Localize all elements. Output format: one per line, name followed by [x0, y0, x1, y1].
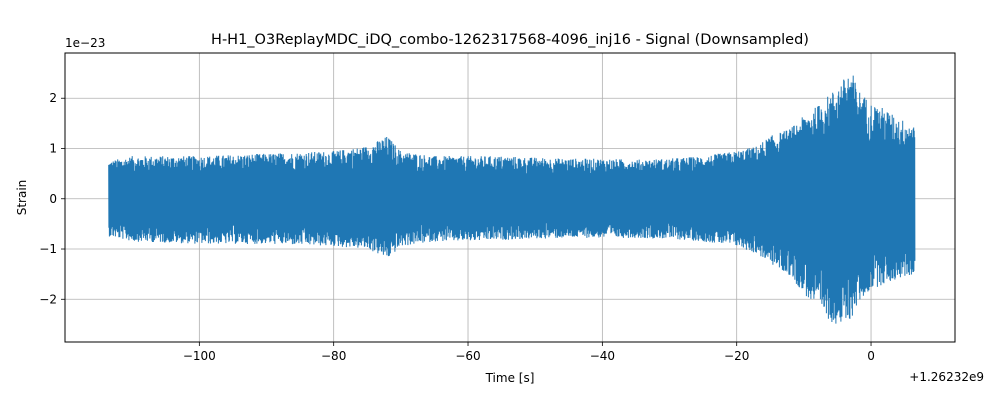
chart-title: H-H1_O3ReplayMDC_iDQ_combo-1262317568-40… [211, 32, 809, 48]
x-axis-ticks: −100 −80 −60 −40 −20 0 [183, 342, 875, 363]
x-tick-label: −80 [321, 349, 346, 363]
y-axis-ticks: −2 −1 0 1 2 [39, 91, 65, 306]
x-tick-label: 0 [867, 349, 875, 363]
x-tick-label: −20 [724, 349, 749, 363]
y-tick-label: 0 [49, 192, 57, 206]
x-tick-label: −100 [183, 349, 216, 363]
y-tick-label: −1 [39, 242, 57, 256]
y-tick-label: 2 [49, 91, 57, 105]
y-tick-label: −2 [39, 292, 57, 306]
x-tick-label: −40 [590, 349, 615, 363]
x-axis-offset-label: +1.26232e9 [909, 370, 984, 384]
x-axis-label: Time [s] [485, 371, 535, 385]
y-tick-label: 1 [49, 141, 57, 155]
y-axis-label: Strain [15, 180, 29, 216]
y-axis-scale-label: 1e−23 [65, 36, 105, 50]
x-tick-label: −60 [455, 349, 480, 363]
strain-line [108, 75, 916, 324]
plot-frame [64, 52, 956, 343]
strain-series [108, 75, 916, 324]
